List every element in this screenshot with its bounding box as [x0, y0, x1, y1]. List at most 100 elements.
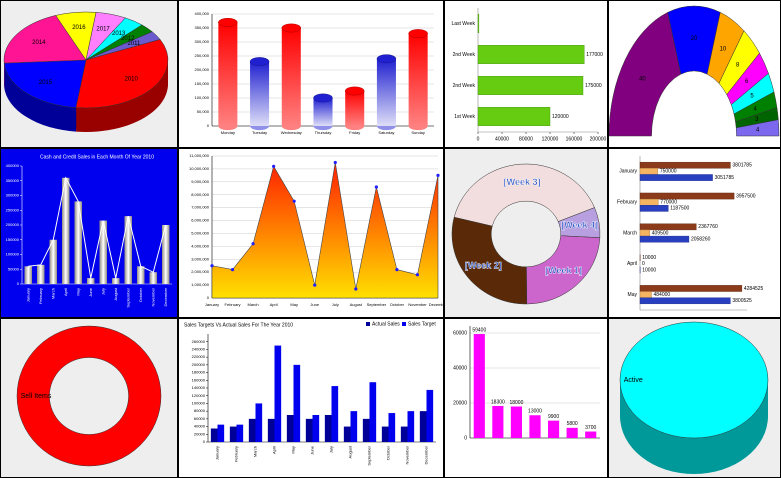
bar [400, 426, 408, 442]
x-tick-label: December [424, 445, 429, 464]
bar [74, 201, 82, 284]
bar [217, 424, 225, 442]
y-tick-label: 2nd Week [453, 52, 476, 58]
panel-border [0, 0, 178, 148]
x-tick-label: July [100, 288, 105, 295]
bar [639, 168, 659, 175]
bar-cap [408, 29, 428, 39]
bar [312, 415, 320, 442]
value-label: 3957500 [736, 193, 756, 199]
legend-swatch [366, 322, 370, 326]
bar [24, 266, 32, 284]
marker [292, 199, 296, 203]
bar [381, 426, 389, 442]
marker [230, 268, 235, 272]
x-tick-label: March [248, 302, 259, 307]
value-label: 1187500 [670, 206, 689, 212]
value-label: 3801785 [732, 163, 752, 169]
y-tick-label: 200000 [6, 222, 20, 227]
y-tick-label: 180000 [192, 370, 206, 375]
x-tick-label: May [291, 446, 296, 454]
value-label: 3700 [585, 425, 596, 431]
bar [37, 264, 45, 284]
bar [419, 411, 427, 442]
value-label: 120000 [552, 114, 569, 120]
bar [112, 278, 120, 284]
value-label: 750000 [660, 169, 677, 175]
y-tick-label: March [623, 230, 637, 236]
panel-border [178, 0, 444, 148]
panel-border [0, 148, 178, 318]
bar [639, 198, 659, 206]
x-tick-label: August [350, 302, 363, 307]
bar [210, 428, 218, 442]
y-tick-label: 300,000 [195, 39, 210, 44]
y-tick-label: Last Week [451, 21, 475, 27]
slice-label: 2012 [121, 36, 135, 42]
x-tick-label: Thursday [315, 130, 332, 135]
bar-cap [249, 57, 270, 67]
x-tick-label: December [163, 287, 168, 306]
x-tick-label: Wednesday [281, 130, 302, 135]
y-tick-label: 10,000,000 [189, 166, 210, 171]
slice [3, 15, 87, 64]
marker [395, 268, 399, 272]
y-tick-label: 8,000,000 [191, 192, 210, 197]
marker [436, 173, 440, 177]
value-label: 175000 [585, 83, 602, 89]
y-tick-label: February [617, 200, 638, 206]
bar [229, 426, 237, 442]
slice-label: 2011 [127, 41, 141, 47]
bar [639, 192, 735, 200]
line [28, 176, 167, 279]
bar [149, 272, 157, 284]
y-tick-label: April [627, 261, 637, 267]
panel-border [178, 148, 444, 318]
marker [333, 160, 337, 165]
slice [75, 39, 169, 109]
x-tick-label: August [113, 287, 118, 300]
bar [274, 345, 282, 442]
x-tick-label: December [429, 302, 448, 307]
bar [250, 61, 270, 126]
x-tick-label: November [150, 287, 155, 306]
panel-background [0, 148, 178, 318]
bar [492, 405, 504, 438]
x-tick-label: July [332, 302, 339, 307]
y-tick-label: 2nd Week [453, 83, 476, 89]
value-label: 13000 [528, 409, 542, 415]
x-tick-label: February [225, 302, 241, 307]
bar [585, 431, 597, 438]
bar [639, 297, 731, 305]
y-tick-label: 260000 [192, 339, 206, 344]
x-tick-label: Friday [349, 130, 360, 135]
y-tick-label: 0 [207, 295, 210, 300]
bar [369, 382, 377, 442]
bar-cap [376, 54, 397, 64]
bar [639, 229, 650, 237]
y-tick-label: 160000 [192, 377, 206, 382]
slice-label: 4 [754, 106, 758, 112]
panel-border [444, 148, 608, 318]
x-tick-label: Tuesday [252, 130, 267, 135]
value-label: 5800 [567, 421, 578, 427]
y-tick-label: 0 [17, 281, 20, 286]
y-tick-label: 4,000,000 [191, 243, 210, 248]
slice-label: [Week 1] [545, 266, 582, 276]
y-tick-label: 6,000,000 [191, 218, 210, 223]
value-label: 59400 [472, 327, 486, 333]
slice-label: 10 [720, 47, 727, 53]
y-tick-label: 150,000 [195, 81, 210, 86]
bar [286, 415, 294, 442]
bar [345, 91, 365, 126]
y-tick-label: 60000 [453, 330, 467, 336]
x-tick-label: 40000 [495, 136, 509, 142]
y-tick-label: 9,000,000 [191, 179, 210, 184]
bar-cap [218, 17, 238, 27]
y-tick-label: 0 [207, 123, 210, 128]
slice-label: 20 [691, 36, 698, 42]
slice [526, 235, 601, 305]
y-tick-label: 50000 [8, 266, 20, 271]
bar [477, 13, 480, 34]
